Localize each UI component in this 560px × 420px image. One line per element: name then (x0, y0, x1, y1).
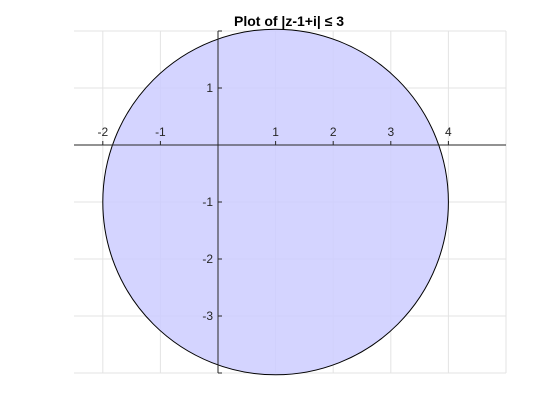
x-tick-label: 1 (272, 125, 279, 139)
x-tick-label: -1 (155, 125, 166, 139)
y-ticks: 1 -1 -2 -3 (202, 81, 222, 323)
y-tick-label: 1 (206, 81, 213, 95)
x-tick-label: 2 (330, 125, 337, 139)
region-disk (102, 28, 449, 376)
x-tick-label: 4 (445, 125, 452, 139)
y-tick-label: -1 (202, 195, 213, 209)
y-tick-label: -3 (202, 309, 213, 323)
x-ticks: -2 -1 1 2 3 4 (97, 125, 452, 145)
x-tick-label: 3 (387, 125, 394, 139)
chart-title: Plot of |z-1+i| ≤ 3 (234, 13, 344, 29)
y-tick-label: -2 (202, 252, 213, 266)
x-tick-label: -2 (97, 125, 108, 139)
